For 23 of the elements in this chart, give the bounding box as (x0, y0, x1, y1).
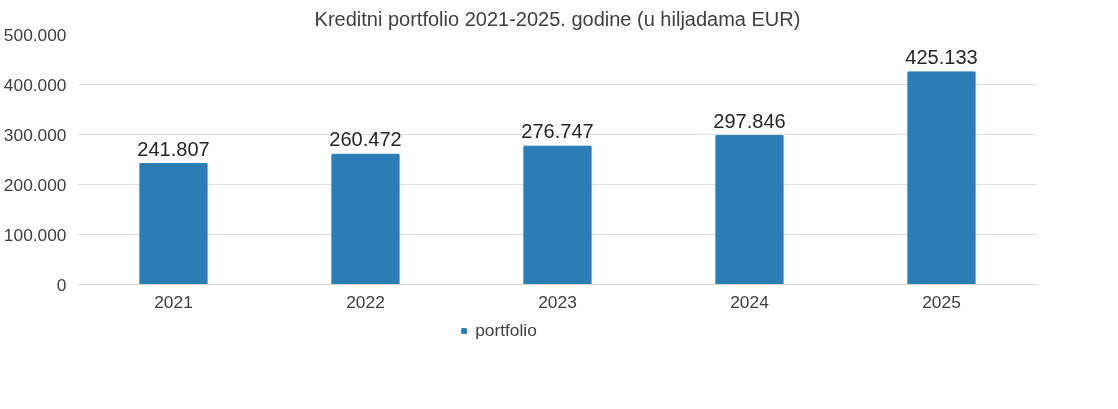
bar (523, 145, 592, 285)
y-tick-label: 400.000 (3, 74, 67, 95)
y-tick-label: 200.000 (3, 174, 67, 195)
data-label: 425.133 (905, 45, 978, 68)
y-tick-label: 100.000 (3, 224, 67, 245)
bar (715, 135, 784, 285)
chart-title: Kreditni portfolio 2021-2025. godine (u hiljadama EUR) (314, 7, 801, 30)
y-tick-label: 0 (56, 274, 67, 295)
x-tick-label: 2021 (154, 291, 193, 312)
y-tick-label: 500.000 (3, 24, 67, 45)
x-tick-label: 2024 (730, 291, 770, 312)
bar (907, 71, 976, 285)
legend-label: portfolio (475, 319, 537, 341)
x-tick-label: 2022 (346, 291, 385, 312)
bar (139, 163, 208, 285)
data-label: 241.807 (137, 137, 210, 160)
data-label: 260.472 (329, 128, 402, 151)
y-tick-label: 300.000 (3, 124, 67, 145)
data-label: 297.846 (713, 109, 786, 132)
x-tick-label: 2023 (538, 291, 577, 312)
bar (331, 153, 400, 285)
data-label: 276.747 (521, 120, 594, 143)
x-tick-label: 2025 (922, 291, 961, 312)
